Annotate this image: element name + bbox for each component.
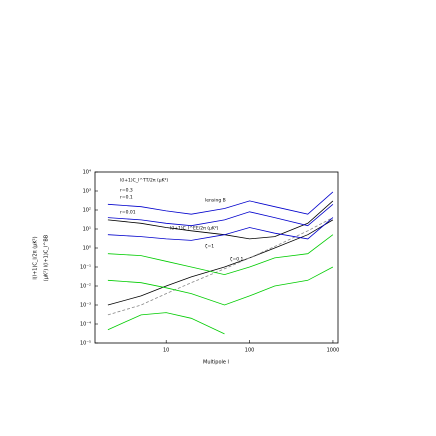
annotation: r=0.01: [120, 210, 136, 216]
y-tick-label: 10⁴: [83, 170, 91, 176]
series-line: [107, 312, 225, 335]
annotation: l(l+1)C_l^EE/2π (μK²): [170, 226, 219, 232]
annotation: r=0.1: [120, 195, 133, 201]
x-tick-label: 10: [163, 348, 169, 354]
series-line: [107, 203, 334, 227]
y-tick-label: 10¹: [83, 227, 91, 233]
series-line: [107, 217, 334, 241]
y-tick-label: 10³: [83, 189, 91, 195]
x-tick-label: 100: [245, 348, 255, 354]
annotation: ζ=0.1: [230, 257, 244, 263]
annotation: ζ=1: [205, 244, 214, 250]
x-axis-label: Multipole l: [203, 360, 229, 366]
plot-frame: [94, 171, 339, 344]
y-tick-label: 10⁻²: [80, 284, 91, 290]
y-tick-label: 10⁻⁵: [80, 341, 91, 347]
y-tick-label: 10⁻³: [80, 303, 91, 309]
x-tick-label: 1000: [327, 348, 340, 354]
annotation: lensing B: [205, 198, 226, 204]
series-line: [107, 219, 334, 306]
series-line: [107, 191, 334, 215]
y-tick-label: 10⁻⁴: [80, 322, 91, 328]
series-line: [107, 217, 334, 316]
annotation: r=0.3: [120, 188, 133, 194]
series-line: [107, 234, 334, 276]
series-line: [107, 266, 334, 306]
annotation: l(l+1)C_l^TT/2π (μK²): [120, 178, 168, 184]
y2-axis-label: (μK²) l(l+1)C_l^BB: [44, 234, 50, 281]
y-axis-label: l(l+1)C_l/2π (μK²): [33, 236, 39, 279]
y-tick-label: 10⁻¹: [80, 265, 91, 271]
y-tick-label: 10⁰: [83, 246, 91, 252]
y-tick-label: 10²: [83, 208, 91, 214]
